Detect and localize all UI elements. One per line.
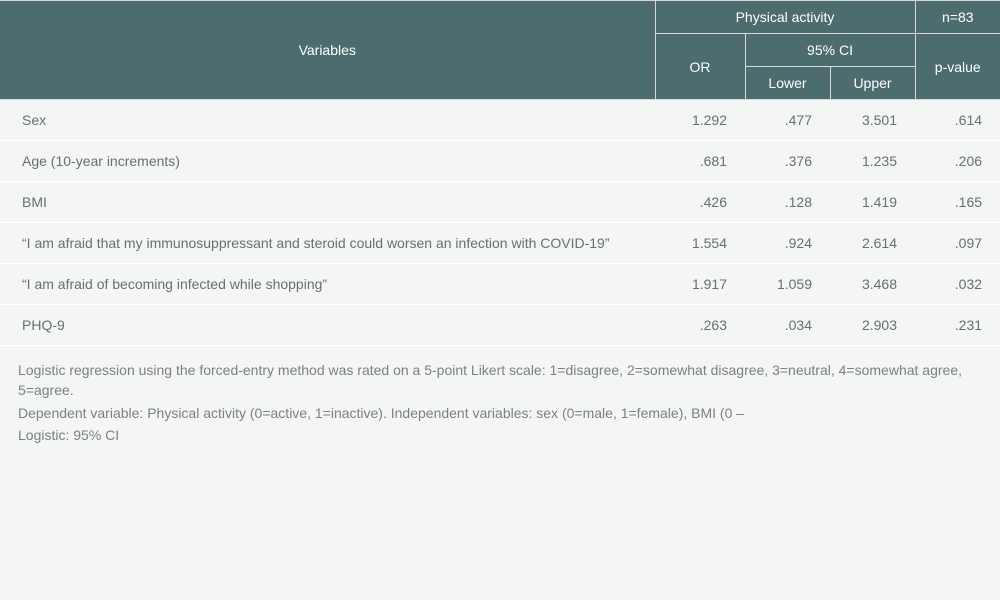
footnote-line: Logistic regression using the forced-ent… bbox=[18, 360, 982, 401]
cell-or: .426 bbox=[655, 182, 745, 223]
cell-p: .032 bbox=[915, 264, 1000, 305]
table-header: Variables Physical activity n=83 OR 95% … bbox=[0, 1, 1000, 100]
col-upper-header: Upper bbox=[830, 67, 915, 100]
col-pvalue-header: p-value bbox=[915, 34, 1000, 100]
table-row: BMI .426 .128 1.419 .165 bbox=[0, 182, 1000, 223]
table-row: Age (10-year increments) .681 .376 1.235… bbox=[0, 141, 1000, 182]
col-group-header: Physical activity bbox=[655, 1, 915, 34]
cell-or: 1.292 bbox=[655, 100, 745, 141]
cell-p: .206 bbox=[915, 141, 1000, 182]
cell-p: .614 bbox=[915, 100, 1000, 141]
footnote-line: Logistic: 95% CI bbox=[18, 425, 982, 445]
cell-variable: Age (10-year increments) bbox=[0, 141, 655, 182]
table-row: “I am afraid of becoming infected while … bbox=[0, 264, 1000, 305]
cell-upper: 2.614 bbox=[830, 223, 915, 264]
cell-p: .165 bbox=[915, 182, 1000, 223]
cell-lower: .034 bbox=[745, 305, 830, 346]
cell-lower: .477 bbox=[745, 100, 830, 141]
table-row: Sex 1.292 .477 3.501 .614 bbox=[0, 100, 1000, 141]
cell-upper: 1.419 bbox=[830, 182, 915, 223]
cell-lower: .924 bbox=[745, 223, 830, 264]
table-row: “I am afraid that my immunosuppressant a… bbox=[0, 223, 1000, 264]
cell-or: 1.554 bbox=[655, 223, 745, 264]
col-or-header: OR bbox=[655, 34, 745, 100]
table-footnote: Logistic regression using the forced-ent… bbox=[0, 346, 1000, 445]
footnote-line: Dependent variable: Physical activity (0… bbox=[18, 403, 982, 423]
col-lower-header: Lower bbox=[745, 67, 830, 100]
table-row: PHQ-9 .263 .034 2.903 .231 bbox=[0, 305, 1000, 346]
cell-upper: 3.501 bbox=[830, 100, 915, 141]
cell-upper: 1.235 bbox=[830, 141, 915, 182]
cell-p: .097 bbox=[915, 223, 1000, 264]
cell-variable: PHQ-9 bbox=[0, 305, 655, 346]
regression-table: Variables Physical activity n=83 OR 95% … bbox=[0, 0, 1000, 346]
cell-variable: BMI bbox=[0, 182, 655, 223]
cell-or: .681 bbox=[655, 141, 745, 182]
cell-or: 1.917 bbox=[655, 264, 745, 305]
table-body: Sex 1.292 .477 3.501 .614 Age (10-year i… bbox=[0, 100, 1000, 346]
cell-variable: “I am afraid that my immunosuppressant a… bbox=[0, 223, 655, 264]
col-ci-header: 95% CI bbox=[745, 34, 915, 67]
cell-lower: 1.059 bbox=[745, 264, 830, 305]
col-n-header: n=83 bbox=[915, 1, 1000, 34]
cell-or: .263 bbox=[655, 305, 745, 346]
cell-p: .231 bbox=[915, 305, 1000, 346]
col-variables-header: Variables bbox=[0, 1, 655, 100]
cell-upper: 3.468 bbox=[830, 264, 915, 305]
cell-lower: .128 bbox=[745, 182, 830, 223]
cell-upper: 2.903 bbox=[830, 305, 915, 346]
cell-variable: Sex bbox=[0, 100, 655, 141]
cell-lower: .376 bbox=[745, 141, 830, 182]
cell-variable: “I am afraid of becoming infected while … bbox=[0, 264, 655, 305]
